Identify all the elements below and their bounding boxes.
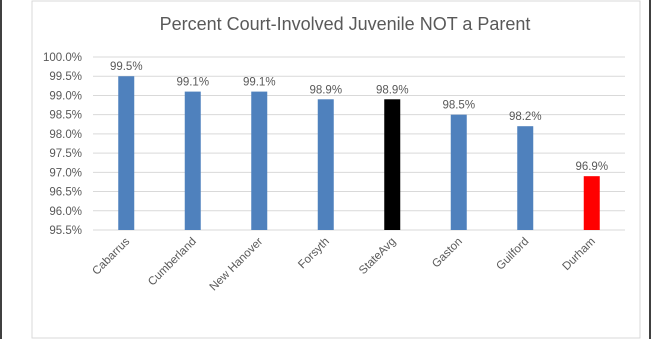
x-tick-label: Cabarrus [90,235,132,277]
bar-durham [583,176,600,230]
data-label: 96.9% [575,161,608,173]
plot-area-border [31,0,641,339]
x-tick-label: StateAvg [357,236,398,277]
x-tick-label: Gaston [430,236,465,271]
y-tick-label: 96.0% [49,206,82,218]
y-tick-label: 97.5% [49,148,82,160]
bar-new-hanover [251,91,268,230]
y-tick-label: 98.0% [49,129,82,141]
y-tick-label: 98.5% [49,110,82,122]
y-tick-label: 99.5% [49,71,82,83]
data-label: 98.9% [309,84,342,96]
data-label: 99.1% [243,77,276,89]
x-tick-label: Forsyth [296,236,332,272]
bar-forsyth [317,99,334,231]
y-tick-label: 100.0% [43,52,82,64]
data-label: 98.5% [442,100,475,112]
bar-guilford [517,126,534,230]
data-label: 99.1% [176,77,209,89]
chart-title: Percent Court-Involved Juvenile NOT a Pa… [160,14,531,34]
data-labels: 99.5% 99.1% 99.1% 98.9% 98.9% 98.5% 98.2% 96.9% [110,61,608,173]
x-tick-label: Cumberland [146,236,199,289]
data-label: 98.2% [509,111,542,123]
y-tick-label: 95.5% [49,225,82,237]
y-tick-label: 96.5% [49,187,82,199]
gridlines [93,56,625,231]
bar-cumberland [184,91,201,230]
x-axis-tick-labels: Cabarrus Cumberland New Hanover Forsyth Stat… [90,235,597,293]
data-label: 99.5% [110,61,143,73]
y-tick-label: 99.0% [49,90,82,102]
x-tick-label: Guilford [494,236,531,273]
x-tick-label: Durham [560,236,597,273]
data-label: 98.9% [376,84,409,96]
bar-cabarrus [118,76,135,230]
x-tick-label: New Hanover [208,236,266,294]
y-axis-tick-labels: 95.5% 96.0% 96.5% 97.0% 97.5% 98.0% 98.5% 99.0%… [43,52,82,237]
bar-gaston [450,114,467,230]
bars [118,76,600,231]
bar-stateavg [384,99,401,231]
y-tick-label: 97.0% [49,167,82,179]
